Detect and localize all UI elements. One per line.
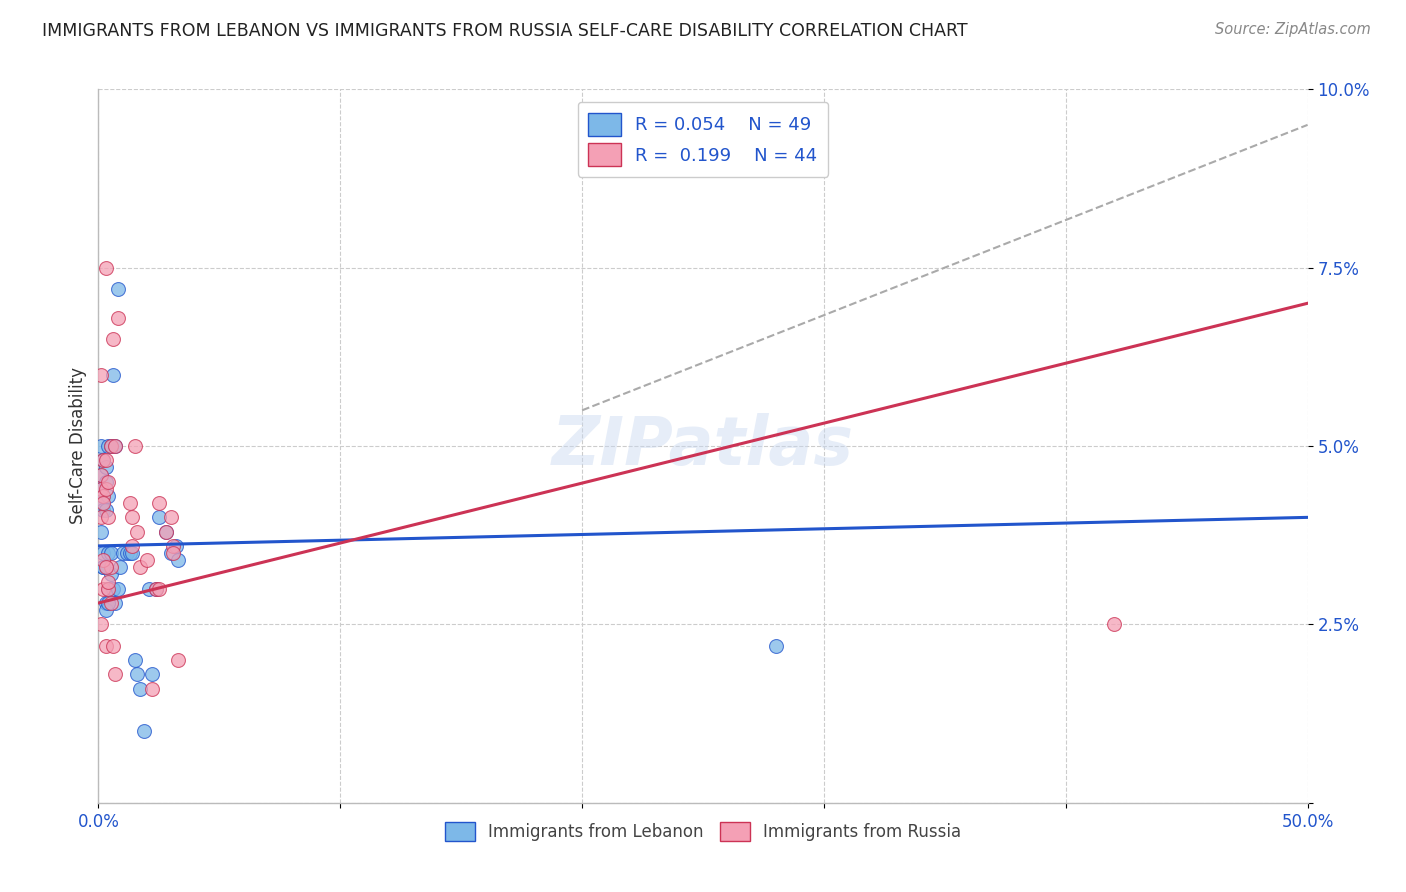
Point: [107, 282, 129, 296]
Point: [94, 260, 117, 275]
Point: [121, 510, 143, 524]
Legend: Immigrants from Lebanon, Immigrants from Russia: Immigrants from Lebanon, Immigrants from…: [437, 815, 969, 848]
Point: [91, 560, 114, 574]
Point: [134, 724, 156, 739]
Text: IMMIGRANTS FROM LEBANON VS IMMIGRANTS FROM RUSSIA SELF-CARE DISABILITY CORRELATI: IMMIGRANTS FROM LEBANON VS IMMIGRANTS FR…: [42, 22, 967, 40]
Point: [160, 546, 183, 560]
Point: [91, 503, 114, 517]
Point: [148, 496, 170, 510]
Point: [104, 439, 127, 453]
Point: [94, 453, 117, 467]
Point: [138, 582, 160, 596]
Point: [101, 582, 124, 596]
Point: [100, 596, 122, 610]
Point: [104, 667, 127, 681]
Point: [121, 539, 143, 553]
Point: [97, 596, 120, 610]
Point: [128, 681, 150, 696]
Point: [94, 460, 117, 475]
Point: [94, 503, 117, 517]
Point: [97, 574, 120, 589]
Point: [141, 667, 163, 681]
Point: [90, 524, 112, 539]
Point: [90, 482, 112, 496]
Point: [148, 510, 170, 524]
Y-axis label: Self-Care Disability: Self-Care Disability: [69, 368, 87, 524]
Point: [91, 489, 114, 503]
Point: [91, 546, 114, 560]
Point: [90, 467, 112, 482]
Point: [94, 475, 117, 489]
Point: [91, 489, 114, 503]
Point: [124, 653, 146, 667]
Point: [91, 453, 114, 467]
Point: [91, 582, 114, 596]
Point: [128, 560, 150, 574]
Point: [97, 489, 120, 503]
Point: [94, 560, 117, 574]
Point: [90, 368, 112, 382]
Point: [101, 332, 124, 346]
Point: [97, 510, 120, 524]
Point: [90, 467, 112, 482]
Point: [100, 567, 122, 582]
Point: [165, 539, 187, 553]
Point: [97, 582, 120, 596]
Point: [94, 482, 117, 496]
Point: [90, 510, 112, 524]
Point: [90, 496, 112, 510]
Point: [155, 524, 177, 539]
Point: [160, 510, 183, 524]
Point: [135, 553, 157, 567]
Point: [155, 524, 177, 539]
Point: [97, 439, 120, 453]
Point: [90, 482, 112, 496]
Point: [765, 639, 787, 653]
Point: [97, 546, 120, 560]
Point: [1102, 617, 1125, 632]
Point: [104, 596, 127, 610]
Point: [90, 617, 112, 632]
Point: [145, 582, 167, 596]
Point: [100, 439, 122, 453]
Point: [94, 560, 117, 574]
Point: [162, 546, 184, 560]
Point: [91, 453, 114, 467]
Point: [167, 553, 190, 567]
Point: [91, 560, 114, 574]
Point: [127, 667, 149, 681]
Point: [118, 546, 141, 560]
Point: [104, 439, 127, 453]
Point: [124, 439, 146, 453]
Point: [94, 603, 117, 617]
Point: [145, 582, 167, 596]
Point: [107, 582, 129, 596]
Point: [121, 546, 143, 560]
Point: [101, 368, 124, 382]
Point: [94, 639, 117, 653]
Text: ZIPatlas: ZIPatlas: [553, 413, 853, 479]
Point: [91, 553, 114, 567]
Point: [97, 475, 120, 489]
Point: [100, 560, 122, 574]
Point: [111, 546, 134, 560]
Point: [100, 546, 122, 560]
Text: Source: ZipAtlas.com: Source: ZipAtlas.com: [1215, 22, 1371, 37]
Point: [148, 582, 170, 596]
Point: [167, 653, 190, 667]
Point: [127, 524, 149, 539]
Point: [108, 560, 131, 574]
Point: [97, 582, 120, 596]
Point: [118, 496, 141, 510]
Point: [117, 546, 139, 560]
Point: [107, 310, 129, 325]
Point: [90, 439, 112, 453]
Point: [162, 539, 184, 553]
Point: [101, 639, 124, 653]
Point: [91, 496, 114, 510]
Point: [94, 596, 117, 610]
Point: [100, 439, 122, 453]
Point: [141, 681, 163, 696]
